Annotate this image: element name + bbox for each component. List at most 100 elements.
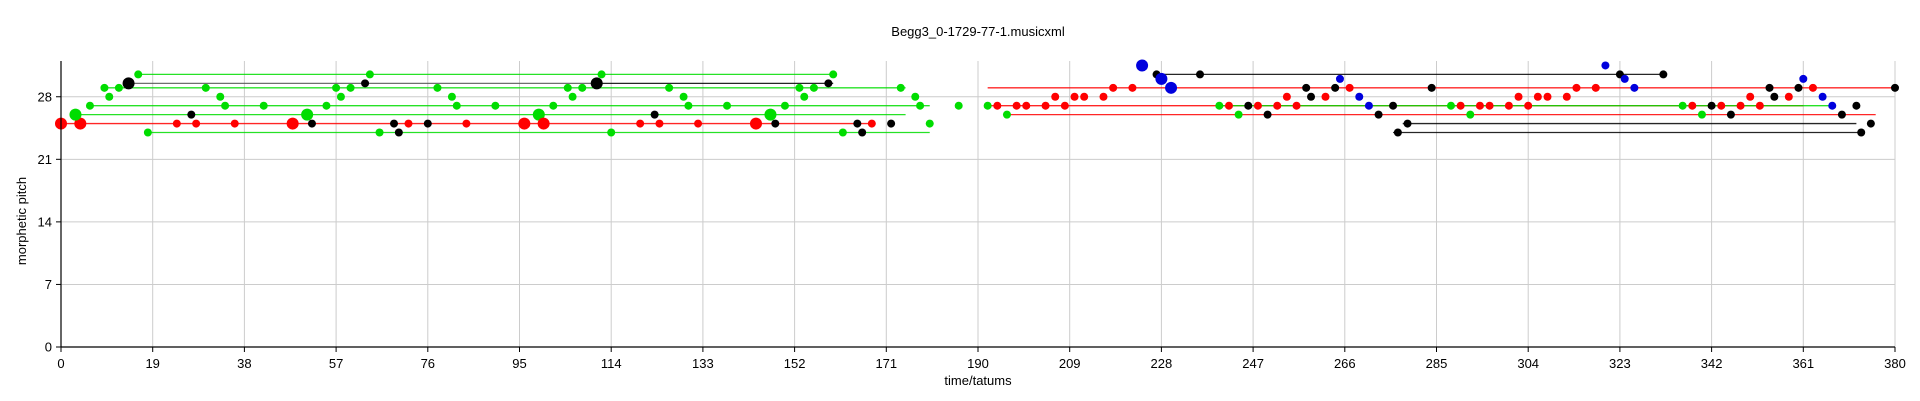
note-point: [336, 92, 345, 101]
note-point: [597, 70, 606, 79]
note-point: [462, 119, 471, 128]
note-point: [887, 119, 896, 128]
note-point: [1543, 92, 1552, 101]
x-tick-label: 76: [421, 356, 435, 371]
note-point: [1099, 92, 1108, 101]
note-point: [1620, 74, 1629, 83]
note-point: [216, 92, 225, 101]
x-tick-label: 152: [784, 356, 806, 371]
note-point: [983, 101, 992, 110]
note-point: [114, 83, 123, 92]
note-point: [1466, 110, 1475, 119]
note-point: [322, 101, 331, 110]
x-tick-label: 380: [1884, 356, 1906, 371]
note-point: [230, 119, 239, 128]
x-tick-label: 323: [1609, 356, 1631, 371]
note-point: [1302, 83, 1311, 92]
note-point: [679, 92, 688, 101]
x-axis-label: time/tatums: [944, 373, 1012, 388]
note-point: [532, 108, 545, 121]
x-tick-label: 285: [1426, 356, 1448, 371]
note-point: [549, 101, 558, 110]
note-point: [1374, 110, 1383, 119]
note-point: [916, 101, 925, 110]
chart-title: Begg3_0-1729-77-1.musicxml: [891, 24, 1065, 39]
note-point: [853, 119, 862, 128]
note-point: [301, 108, 314, 121]
note-point: [452, 101, 461, 110]
note-point: [1002, 110, 1011, 119]
note-point: [423, 119, 432, 128]
note-point: [795, 83, 804, 92]
note-point: [764, 108, 777, 121]
note-point: [286, 117, 299, 130]
note-point: [537, 117, 550, 130]
note-point: [1799, 74, 1808, 83]
note-point: [1128, 83, 1137, 92]
note-point: [187, 110, 196, 119]
note-point: [1307, 92, 1316, 101]
note-point: [867, 119, 876, 128]
note-point: [1891, 83, 1899, 92]
note-point: [307, 119, 316, 128]
note-point: [1456, 101, 1465, 110]
note-point: [1331, 83, 1340, 92]
note-point: [1109, 83, 1118, 92]
note-point: [1234, 110, 1243, 119]
note-point: [143, 128, 152, 137]
note-point: [1224, 101, 1233, 110]
note-point: [1446, 101, 1455, 110]
x-tick-label: 361: [1792, 356, 1814, 371]
note-point: [221, 101, 230, 110]
note-point: [1253, 101, 1262, 110]
y-tick-label: 0: [45, 340, 52, 355]
note-point: [1808, 83, 1817, 92]
note-point: [1215, 101, 1224, 110]
note-point: [1389, 101, 1398, 110]
x-tick-label: 19: [145, 356, 159, 371]
note-point: [1393, 128, 1402, 137]
note-point: [1403, 119, 1412, 128]
note-point: [1041, 101, 1050, 110]
note-point: [1335, 74, 1344, 83]
note-point: [201, 83, 210, 92]
y-tick-label: 28: [38, 89, 52, 104]
note-point: [838, 128, 847, 137]
grid: [60, 61, 1896, 348]
note-point: [1292, 101, 1301, 110]
note-point: [1263, 110, 1272, 119]
x-tick-label: 342: [1701, 356, 1723, 371]
note-point: [1427, 83, 1436, 92]
note-point: [1591, 83, 1600, 92]
note-point: [1828, 101, 1837, 110]
note-point: [1736, 101, 1745, 110]
note-point: [1080, 92, 1089, 101]
note-point: [1572, 83, 1581, 92]
note-point: [1746, 92, 1755, 101]
note-point: [1165, 81, 1178, 94]
x-tick-label: 228: [1151, 356, 1173, 371]
note-point: [749, 117, 762, 130]
note-point: [1282, 92, 1291, 101]
note-point: [1837, 110, 1846, 119]
note-point: [563, 83, 572, 92]
note-point: [1051, 92, 1060, 101]
note-point: [122, 77, 135, 90]
note-point: [1196, 70, 1205, 79]
note-point: [1136, 59, 1149, 72]
x-tick-label: 304: [1517, 356, 1539, 371]
note-point: [1355, 92, 1364, 101]
note-point: [684, 101, 693, 110]
note-point: [1155, 72, 1168, 85]
note-point: [1601, 61, 1610, 70]
x-tick-label: 171: [875, 356, 897, 371]
note-point: [800, 92, 809, 101]
x-tick-label: 0: [57, 356, 64, 371]
note-point: [809, 83, 818, 92]
note-point: [607, 128, 616, 137]
note-point: [1866, 119, 1875, 128]
note-point: [85, 101, 94, 110]
note-point: [829, 70, 838, 79]
note-point: [1485, 101, 1494, 110]
note-point: [192, 119, 201, 128]
